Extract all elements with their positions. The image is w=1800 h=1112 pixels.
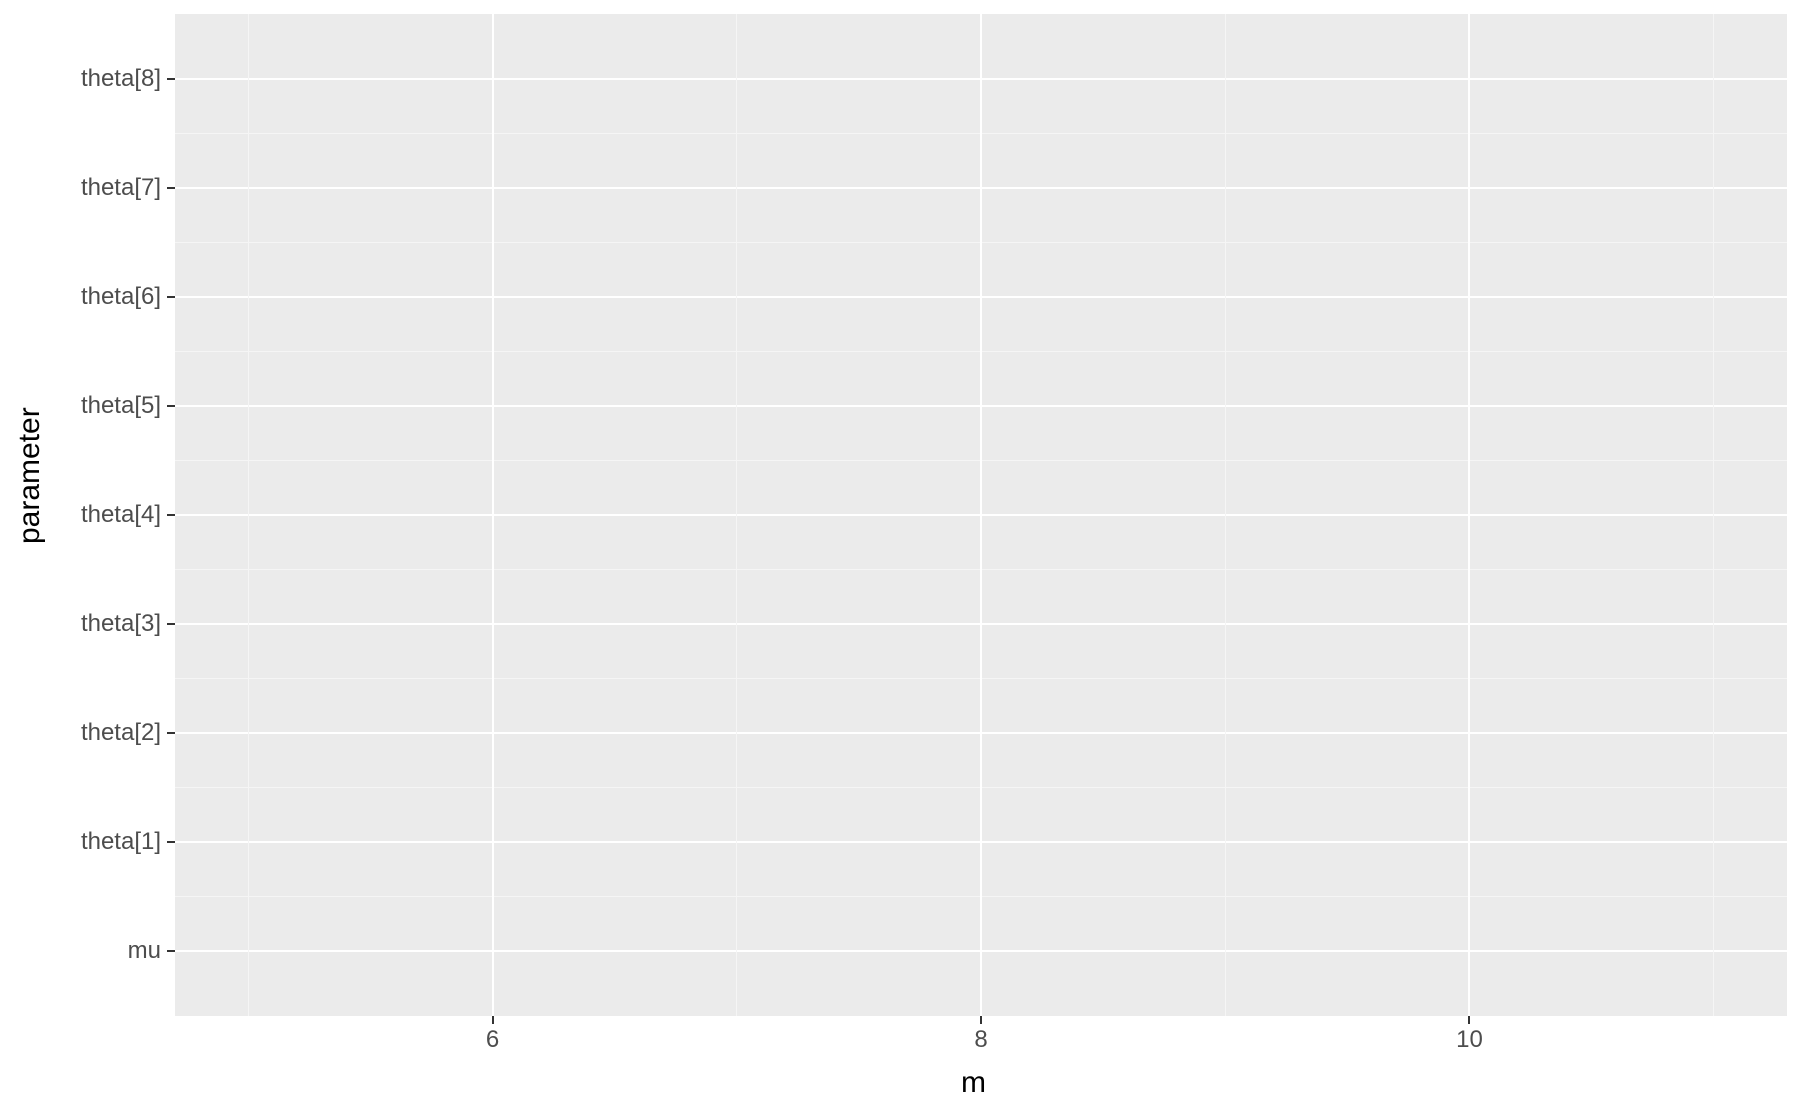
y-tick-label: theta[6] bbox=[81, 285, 161, 309]
x-grid-minor bbox=[1713, 14, 1714, 1016]
x-tick-mark bbox=[492, 1016, 494, 1024]
y-tick-mark bbox=[167, 187, 175, 189]
x-grid-minor bbox=[1225, 14, 1226, 1016]
y-tick-label: theta[2] bbox=[81, 721, 161, 745]
x-tick-mark bbox=[1468, 1016, 1470, 1024]
y-tick-label: theta[8] bbox=[81, 67, 161, 91]
y-tick-label: theta[1] bbox=[81, 830, 161, 854]
y-tick-mark bbox=[167, 950, 175, 952]
y-tick-label: theta[5] bbox=[81, 394, 161, 418]
x-grid-minor bbox=[248, 14, 249, 1016]
x-tick-label: 8 bbox=[941, 1028, 1021, 1052]
chart-container: mu theta[1] theta[2] theta[3] theta[4] theta[… bbox=[0, 0, 1800, 1112]
y-tick-label: mu bbox=[128, 939, 161, 963]
y-tick-mark bbox=[167, 296, 175, 298]
y-tick-mark bbox=[167, 78, 175, 80]
x-tick-label: 6 bbox=[453, 1028, 533, 1052]
y-tick-mark bbox=[167, 841, 175, 843]
x-grid-major bbox=[492, 14, 494, 1016]
y-tick-label: theta[7] bbox=[81, 176, 161, 200]
y-tick-mark bbox=[167, 405, 175, 407]
y-tick-label: theta[3] bbox=[81, 612, 161, 636]
x-grid-major bbox=[980, 14, 982, 1016]
y-tick-label: theta[4] bbox=[81, 503, 161, 527]
y-tick-mark bbox=[167, 514, 175, 516]
y-tick-mark bbox=[167, 623, 175, 625]
x-grid-major bbox=[1468, 14, 1470, 1016]
x-tick-mark bbox=[980, 1016, 982, 1024]
x-axis-title: m bbox=[961, 1066, 986, 1100]
y-axis-title: parameter bbox=[13, 484, 47, 544]
y-tick-mark bbox=[167, 732, 175, 734]
x-grid-minor bbox=[736, 14, 737, 1016]
x-tick-label: 10 bbox=[1429, 1028, 1509, 1052]
